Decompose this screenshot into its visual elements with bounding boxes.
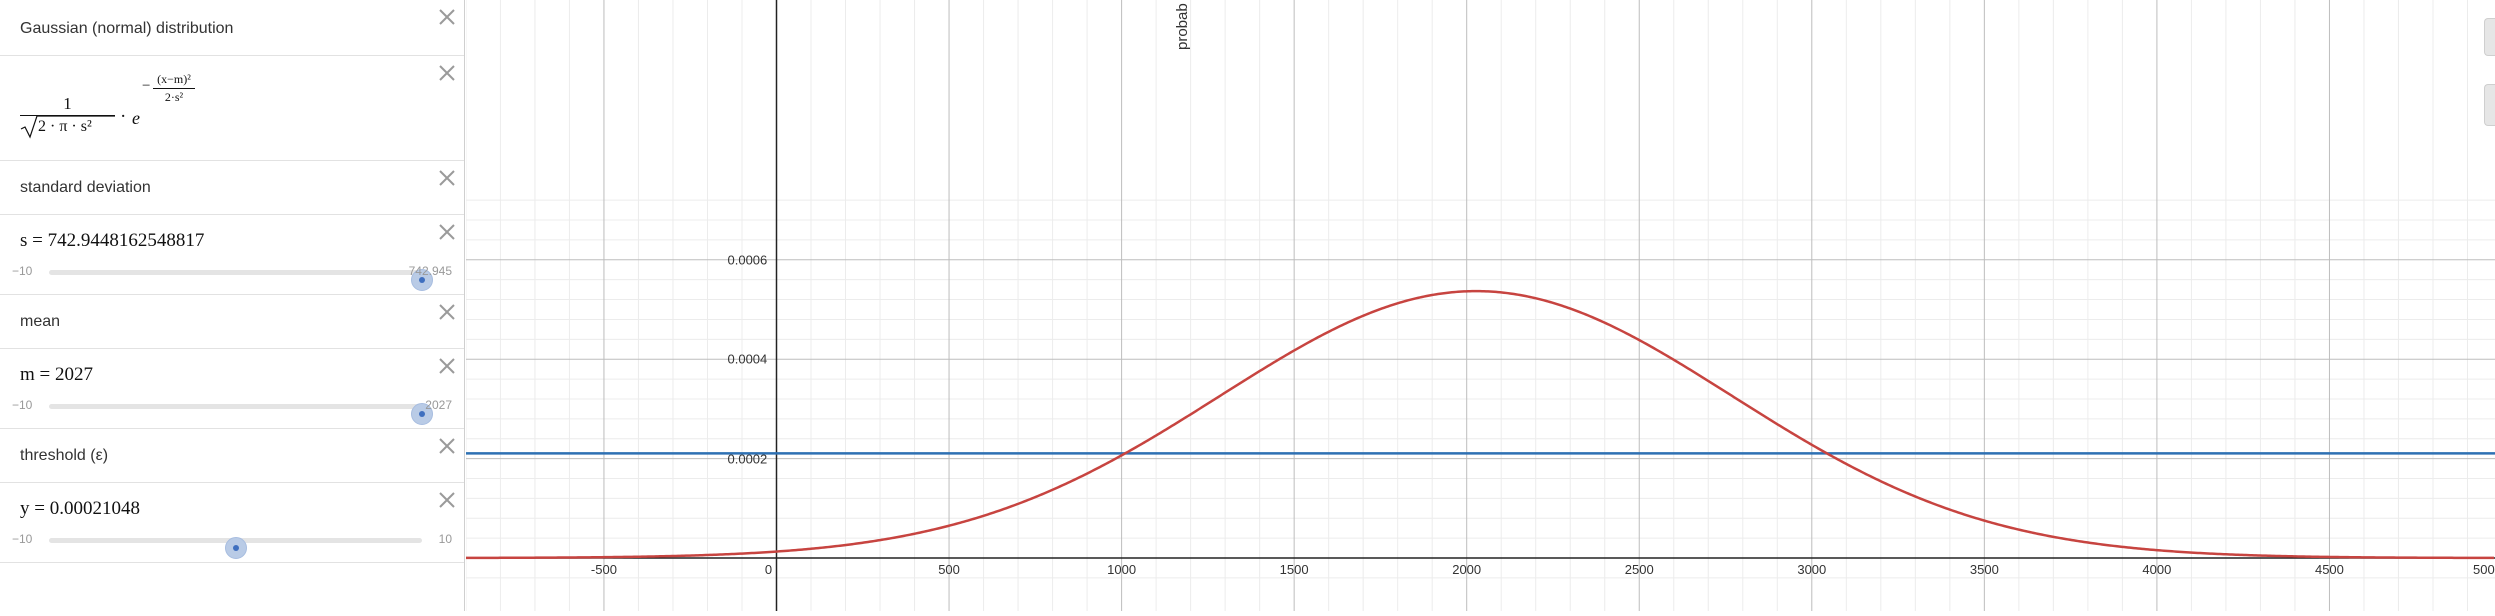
note-threshold[interactable]: threshold (ε) xyxy=(0,429,464,483)
y-axis-title: probab xyxy=(1174,3,1191,50)
expression-y[interactable]: y = 0.00021048 −10 10 xyxy=(0,483,464,563)
sqrt-icon xyxy=(20,115,115,139)
note-standard-deviation[interactable]: standard deviation xyxy=(0,161,464,215)
exponent-fraction: (x−m)² 2·s² xyxy=(153,72,195,105)
slider-s[interactable]: −10 742.945 xyxy=(12,262,452,282)
graph-canvas[interactable] xyxy=(466,0,2495,611)
close-icon[interactable] xyxy=(438,491,456,509)
sqrt-denominator: 2 · π · s² xyxy=(20,118,115,136)
x-tick-label: -500 xyxy=(591,562,617,577)
x-tick-label: 2000 xyxy=(1452,562,1481,577)
x-tick-label: 4000 xyxy=(2142,562,2171,577)
note-text: mean xyxy=(20,313,60,331)
x-tick-label: 500 xyxy=(2473,562,2495,577)
new-expression-row[interactable] xyxy=(0,563,464,611)
zoom-in-tab[interactable] xyxy=(2484,18,2495,56)
expression-y-text: y = 0.00021048 xyxy=(20,498,140,520)
x-tick-label: 2500 xyxy=(1625,562,1654,577)
slider-track[interactable] xyxy=(49,538,422,543)
slider-m[interactable]: −10 2027 xyxy=(12,396,452,416)
close-icon[interactable] xyxy=(438,64,456,82)
slider-max: 2027 xyxy=(425,398,452,412)
expression-m-text: m = 2027 xyxy=(20,364,93,386)
note-gaussian[interactable]: Gaussian (normal) distribution xyxy=(0,0,464,56)
expression-m[interactable]: m = 2027 −10 2027 xyxy=(0,349,464,429)
slider-max: 742.945 xyxy=(409,264,452,278)
graph-paper[interactable]: probab -500 0 500 1000 1500 2000 2500 3000 3500 4… xyxy=(466,0,2495,611)
numerator: 1 xyxy=(20,94,115,114)
slider-min: −10 xyxy=(12,398,32,412)
close-icon[interactable] xyxy=(438,357,456,375)
exp-denominator: 2·s² xyxy=(153,90,195,105)
fraction: 1 2 · π · s² xyxy=(20,94,115,136)
x-tick-label: 1500 xyxy=(1280,562,1309,577)
x-tick-label: 500 xyxy=(938,562,960,577)
gaussian-formula: 1 2 · π · s² · e − (x−m)² 2·s² xyxy=(20,56,220,156)
slider-thumb[interactable] xyxy=(225,537,247,559)
exp-minus: − xyxy=(142,78,150,95)
slider-track[interactable] xyxy=(49,270,422,275)
exp-base: e xyxy=(132,108,140,129)
x-tick-label: 4500 xyxy=(2315,562,2344,577)
x-tick-label: 0 xyxy=(765,562,772,577)
multiply-dot: · xyxy=(120,106,126,128)
y-tick-label: 0.0002 xyxy=(728,451,768,466)
x-tick-label: 3500 xyxy=(1970,562,1999,577)
slider-max: 10 xyxy=(439,532,452,546)
note-text: standard deviation xyxy=(20,179,151,197)
y-tick-label: 0.0004 xyxy=(728,352,768,367)
slider-min: −10 xyxy=(12,264,32,278)
note-text: threshold (ε) xyxy=(20,447,108,465)
exp-numerator: (x−m)² xyxy=(153,72,195,87)
note-text: Gaussian (normal) distribution xyxy=(20,20,233,38)
x-tick-label: 1000 xyxy=(1107,562,1136,577)
zoom-out-tab[interactable] xyxy=(2484,84,2495,126)
note-mean[interactable]: mean xyxy=(0,295,464,349)
x-tick-label: 3000 xyxy=(1797,562,1826,577)
close-icon[interactable] xyxy=(438,303,456,321)
y-tick-label: 0.0006 xyxy=(728,252,768,267)
close-icon[interactable] xyxy=(438,8,456,26)
close-icon[interactable] xyxy=(438,437,456,455)
close-icon[interactable] xyxy=(438,169,456,187)
close-icon[interactable] xyxy=(438,223,456,241)
expression-s[interactable]: s = 742.9448162548817 −10 742.945 xyxy=(0,215,464,295)
slider-y[interactable]: −10 10 xyxy=(12,530,452,550)
slider-track[interactable] xyxy=(49,404,422,409)
expression-list: Gaussian (normal) distribution 1 2 · π ·… xyxy=(0,0,465,611)
slider-min: −10 xyxy=(12,532,32,546)
expression-formula[interactable]: 1 2 · π · s² · e − (x−m)² 2·s² xyxy=(0,56,464,161)
expression-s-text: s = 742.9448162548817 xyxy=(20,230,204,252)
